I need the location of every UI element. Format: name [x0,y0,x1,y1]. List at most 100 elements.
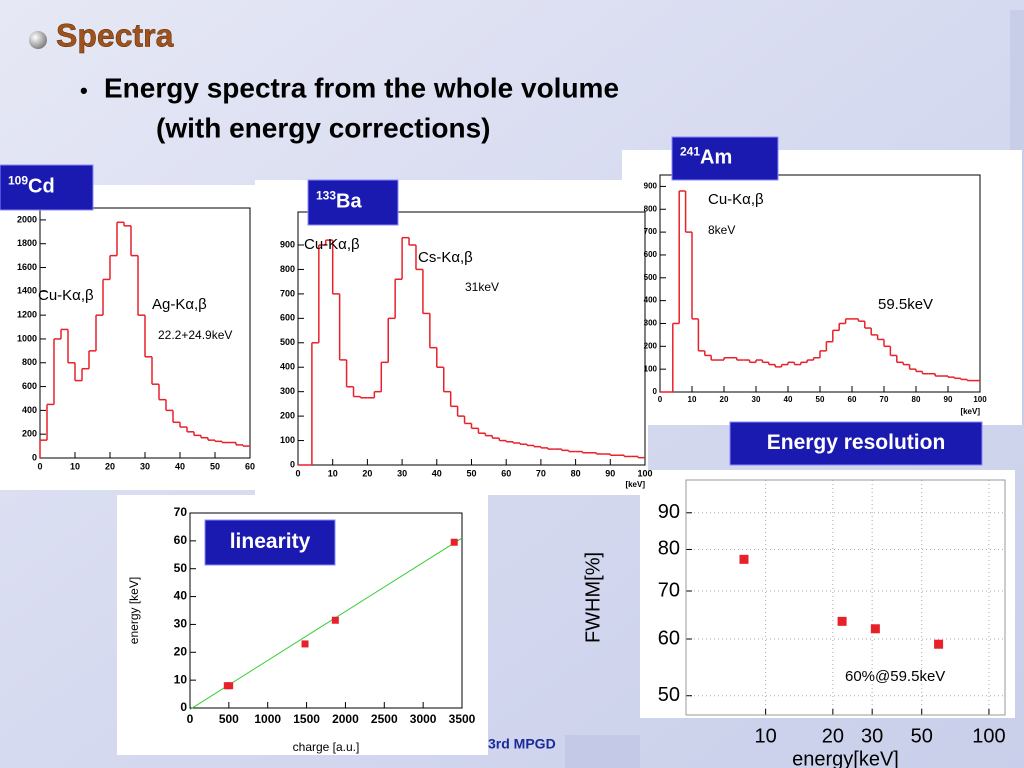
edge [565,735,640,768]
x-tick-label: 90 [944,395,953,404]
x-tick-label: 20 [822,725,844,747]
x-tick-label: 10 [754,725,776,747]
annotation: Ag-Kα,β [152,296,207,313]
x-tick-label: 1500 [293,712,320,726]
y-tick-label: 2000 [17,214,37,224]
label-box [671,136,779,181]
y-tick-label: 0 [32,452,37,462]
mass-number: 109 [8,174,28,188]
x-tick-label: 0 [37,461,42,471]
bullet: • [80,78,88,103]
mass-number: 241 [680,145,700,159]
point [450,538,458,546]
point [837,616,847,626]
y-tick-label: 800 [644,204,658,213]
axes: 0 100 200 300 400 500 600 700 800 900 0 10 20 30 40 50 6… [280,211,653,478]
element: Ba [336,191,362,213]
x-tick-label: 0 [658,395,663,404]
x-tick-label: 30 [397,468,407,478]
point [739,554,749,564]
point [331,616,339,624]
annotation: 31keV [465,280,499,294]
x-unit: [keV] [625,480,645,489]
panel [0,185,258,490]
y-tick-label: 20 [174,644,188,658]
source-label: 241Am [680,145,732,169]
annotation: Cu-Kα,β [708,191,764,208]
element: Cd [28,176,55,198]
y-tick-label: 80 [658,538,680,560]
y-tick-label: 800 [22,357,37,367]
x-tick-label: 50 [816,395,825,404]
slide-title: Spectra [56,17,174,53]
y-tick-label: 600 [280,313,295,323]
y-tick-label: 200 [644,341,658,350]
point [934,639,944,649]
label-box [729,421,983,466]
x-tick-label: 20 [105,461,115,471]
panel [255,180,648,495]
annotation: 59.5keV [878,296,933,313]
y-tick-label: 200 [280,410,295,420]
x-tick-label: 2000 [332,712,359,726]
x-tick-label: 20 [362,468,372,478]
axes: 50 60 70 80 90 10 20 30 50 100 [658,479,1006,747]
x-tick-label: 70 [536,468,546,478]
y-axis-label: FWHM[%] [582,552,604,643]
y-tick-label: 900 [644,182,658,191]
x-unit: [keV] [960,407,980,416]
panel [640,470,1015,718]
x-tick-label: 50 [466,468,476,478]
y-tick-label: 1000 [17,333,37,343]
y-tick-label: 60 [658,627,680,649]
y-tick-label: 90 [658,501,680,523]
plot-frame [659,174,981,393]
label-box [307,179,399,226]
x-tick-label: 30 [140,461,150,471]
y-tick-label: 400 [644,296,658,305]
x-axis-label: charge [a.u.] [293,740,360,754]
x-tick-label: 40 [432,468,442,478]
y-tick-label: 200 [22,429,37,439]
mass-number: 133 [316,189,336,203]
chart-title: Energy resolution [767,431,946,454]
annotation: Cs-Kα,β [418,249,473,266]
plot-frame [189,512,463,709]
y-tick-label: 0 [180,700,187,714]
axes: 0 100 200 300 400 500 600 700 800 900 0 10 20 30 40 50 6… [644,174,987,404]
bullet-text: (with energy corrections) [156,112,491,143]
y-tick-label: 300 [280,386,295,396]
x-tick-label: 50 [911,725,933,747]
bullet-text: Energy spectra from the whole volume [104,72,619,103]
element: Am [700,147,732,169]
y-tick-label: 300 [644,319,658,328]
y-tick-label: 900 [280,239,295,249]
chart-title: linearity [230,530,311,553]
x-tick-label: 0 [187,712,194,726]
annotation: Cu-Kα,β [38,287,94,304]
footer: 3rd MPGD [488,736,556,752]
y-tick-label: 500 [644,273,658,282]
panel [622,150,1022,425]
annotation: Cu-Kα,β [304,236,360,253]
annotation: 8keV [708,223,735,237]
x-tick-label: 50 [210,461,220,471]
y-tick-label: 400 [280,362,295,372]
x-tick-label: 60 [501,468,511,478]
x-tick-label: 20 [720,395,729,404]
y-tick-label: 60 [174,533,188,547]
y-tick-label: 0 [290,459,295,469]
label-box [204,519,336,566]
x-tick-label: 3500 [449,712,476,726]
x-tick-label: 40 [175,461,185,471]
x-tick-label: 0 [295,468,300,478]
x-tick-label: 30 [861,725,883,747]
x-tick-label: 100 [972,725,1005,747]
x-tick-label: 100 [637,468,652,478]
y-tick-label: 1800 [17,238,37,248]
y-tick-label: 1600 [17,262,37,272]
source-label: 109Cd [8,174,55,198]
